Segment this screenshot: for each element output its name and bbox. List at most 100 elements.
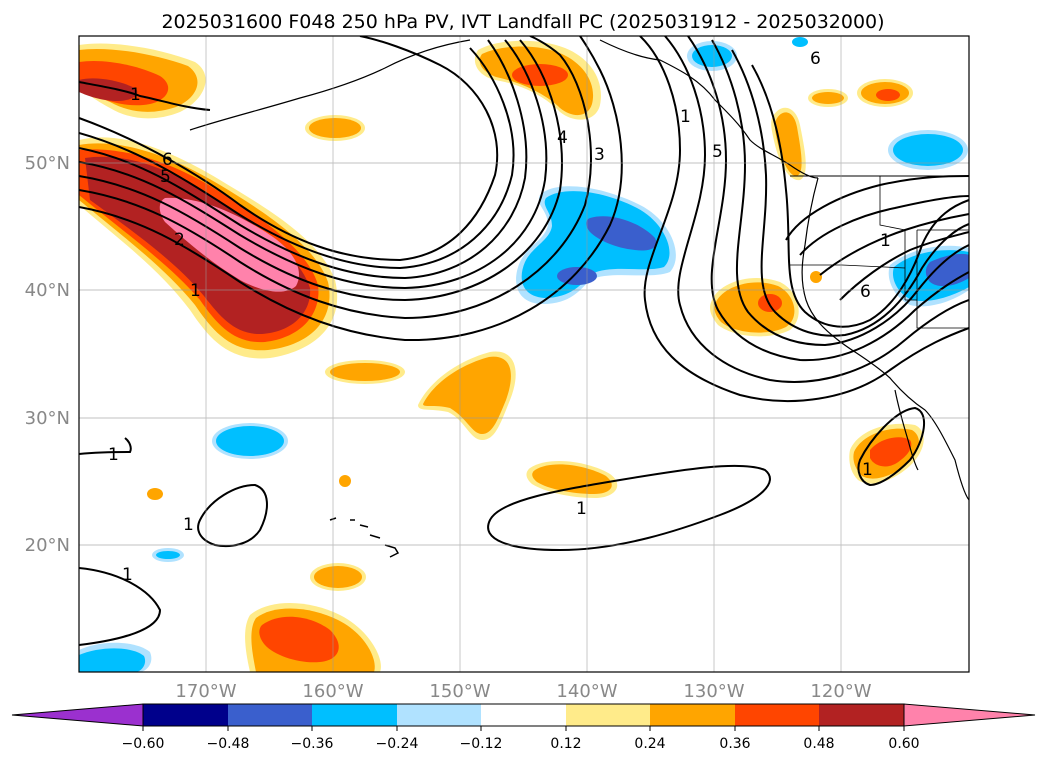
contour-5 <box>79 39 563 302</box>
lon-labels: 170°W 160°W 150°W 140°W 130°W 120°W <box>175 681 871 702</box>
contour-label: 1 <box>680 107 691 127</box>
lon-label: 130°W <box>683 681 744 702</box>
contour-inner-a <box>785 175 969 241</box>
pv-neg-central-036b <box>557 267 597 285</box>
pv-positive-shading <box>79 40 924 672</box>
contour-sub-1 <box>487 464 771 552</box>
lat-label: 20°N <box>25 535 70 556</box>
contour-4 <box>79 39 548 290</box>
colorbar-segment <box>735 704 819 726</box>
map-panel: 1 1 2 6 5 1 1 4 3 5 6 1 6 1 1 1 1 <box>78 35 970 673</box>
lat-labels: 50°N 40°N 30°N 20°N <box>25 153 70 556</box>
colorbar-segment <box>143 704 228 726</box>
contour-baja <box>857 406 926 487</box>
colorbar-segment <box>312 704 397 726</box>
pv-neg-sw-024 <box>79 648 146 672</box>
colorbar: −0.60 −0.48 −0.36 −0.24 −0.12 0.12 0.24 … <box>11 703 1036 752</box>
colorbar-segment <box>397 704 481 726</box>
pv-neg-alaska-024 <box>692 45 732 67</box>
alaska-coast <box>189 39 819 179</box>
contour-label: 1 <box>880 231 891 251</box>
contour-label: 1 <box>130 85 141 105</box>
map-background <box>79 36 969 672</box>
lon-label: 160°W <box>302 681 363 702</box>
colorbar-tick-label: 0.60 <box>888 736 919 752</box>
contour-inner-c <box>819 213 969 276</box>
pv-neg-canada-024 <box>893 134 963 166</box>
contour-label: 6 <box>162 150 173 170</box>
contour-sub-2 <box>197 483 268 548</box>
lat-label: 30°N <box>25 408 70 429</box>
pv-neg-2-024 <box>156 551 180 559</box>
contour-sw-2 <box>79 567 162 646</box>
contour-label: 1 <box>183 515 194 535</box>
contour-label: 2 <box>174 230 185 250</box>
contour-label: 3 <box>594 145 605 165</box>
contour-labels: 1 1 2 6 5 1 1 4 3 5 6 1 6 1 1 1 1 <box>108 49 891 585</box>
pv-anomaly-gulf-036 <box>512 64 568 86</box>
colorbar-tick-label: 0.12 <box>550 736 581 752</box>
pv-anomaly-canada-036 <box>876 89 900 101</box>
colorbar-tick-label: −0.36 <box>291 736 334 752</box>
figure-title: 2025031600 F048 250 hPa PV, IVT Landfall… <box>161 11 884 33</box>
contour-label: 6 <box>810 49 821 69</box>
contour-label: 6 <box>860 282 871 302</box>
pv-negative-shading <box>79 37 969 672</box>
colorbar-tick-label: 0.48 <box>803 736 834 752</box>
pv-anomaly-small-3-024 <box>314 566 362 588</box>
lat-label: 50°N <box>25 153 70 174</box>
colorbar-segment <box>481 704 566 726</box>
state-borders <box>790 176 969 329</box>
contour-3 <box>79 39 528 280</box>
colorbar-tick-label: −0.12 <box>460 736 503 752</box>
contour-inner-b <box>799 195 969 256</box>
contours <box>79 36 969 646</box>
contour-label: 1 <box>862 460 873 480</box>
pv-neg-central-036 <box>586 216 657 251</box>
contour-label: 1 <box>122 565 133 585</box>
contour-big-1 <box>639 36 969 403</box>
pv-neg-1-024 <box>216 426 284 456</box>
colorbar-tick-label: 0.24 <box>634 736 665 752</box>
pv-anomaly-bc-024 <box>774 112 802 177</box>
colorbar-tick-label: −0.48 <box>207 736 250 752</box>
lon-label: 170°W <box>175 681 236 702</box>
baja-coast <box>894 389 919 471</box>
contour-label: 1 <box>576 499 587 519</box>
colorbar-frame <box>142 703 905 727</box>
pv-anomaly-tiny-3 <box>810 271 822 283</box>
map-frame <box>78 35 970 673</box>
pv-anomaly-coast-036 <box>758 294 782 312</box>
contour-inner-d <box>839 231 969 301</box>
colorbar-extend-high <box>903 703 1036 727</box>
contour-big-3 <box>687 36 969 362</box>
contour-label: 5 <box>712 142 723 162</box>
contour-2 <box>79 47 515 270</box>
contour-label: 1 <box>190 281 201 301</box>
pv-anomaly-tiny-2 <box>339 475 351 487</box>
colorbar-segment <box>566 704 650 726</box>
pv-neg-tiny <box>792 37 808 47</box>
pv-anomaly-small-4-024 <box>812 92 844 104</box>
colorbar-ticks <box>142 726 905 731</box>
lon-label: 150°W <box>429 681 490 702</box>
contour-6 <box>79 36 592 320</box>
colorbar-extend-low <box>11 703 144 727</box>
pv-anomaly-small-2-024 <box>330 363 400 381</box>
coastlines <box>189 39 969 558</box>
pv-anomaly-small-1-024 <box>309 118 361 138</box>
colorbar-tick-label: −0.24 <box>376 736 419 752</box>
contour-label: 4 <box>557 128 568 148</box>
contour-big-2 <box>664 36 969 383</box>
pv-anomaly-sub-024 <box>532 464 612 494</box>
pv-anomaly-tiny-1 <box>147 488 163 500</box>
contour-big-5 <box>731 49 969 337</box>
pv-anomaly-west-060 <box>159 197 299 292</box>
contour-label: 5 <box>160 167 171 187</box>
contour-7 <box>79 36 623 342</box>
contour-sw-1 <box>79 437 132 455</box>
pv-anomaly-central-024 <box>423 356 511 434</box>
colorbar-tick-label: 0.36 <box>719 736 750 752</box>
us-west-coast <box>801 177 969 501</box>
